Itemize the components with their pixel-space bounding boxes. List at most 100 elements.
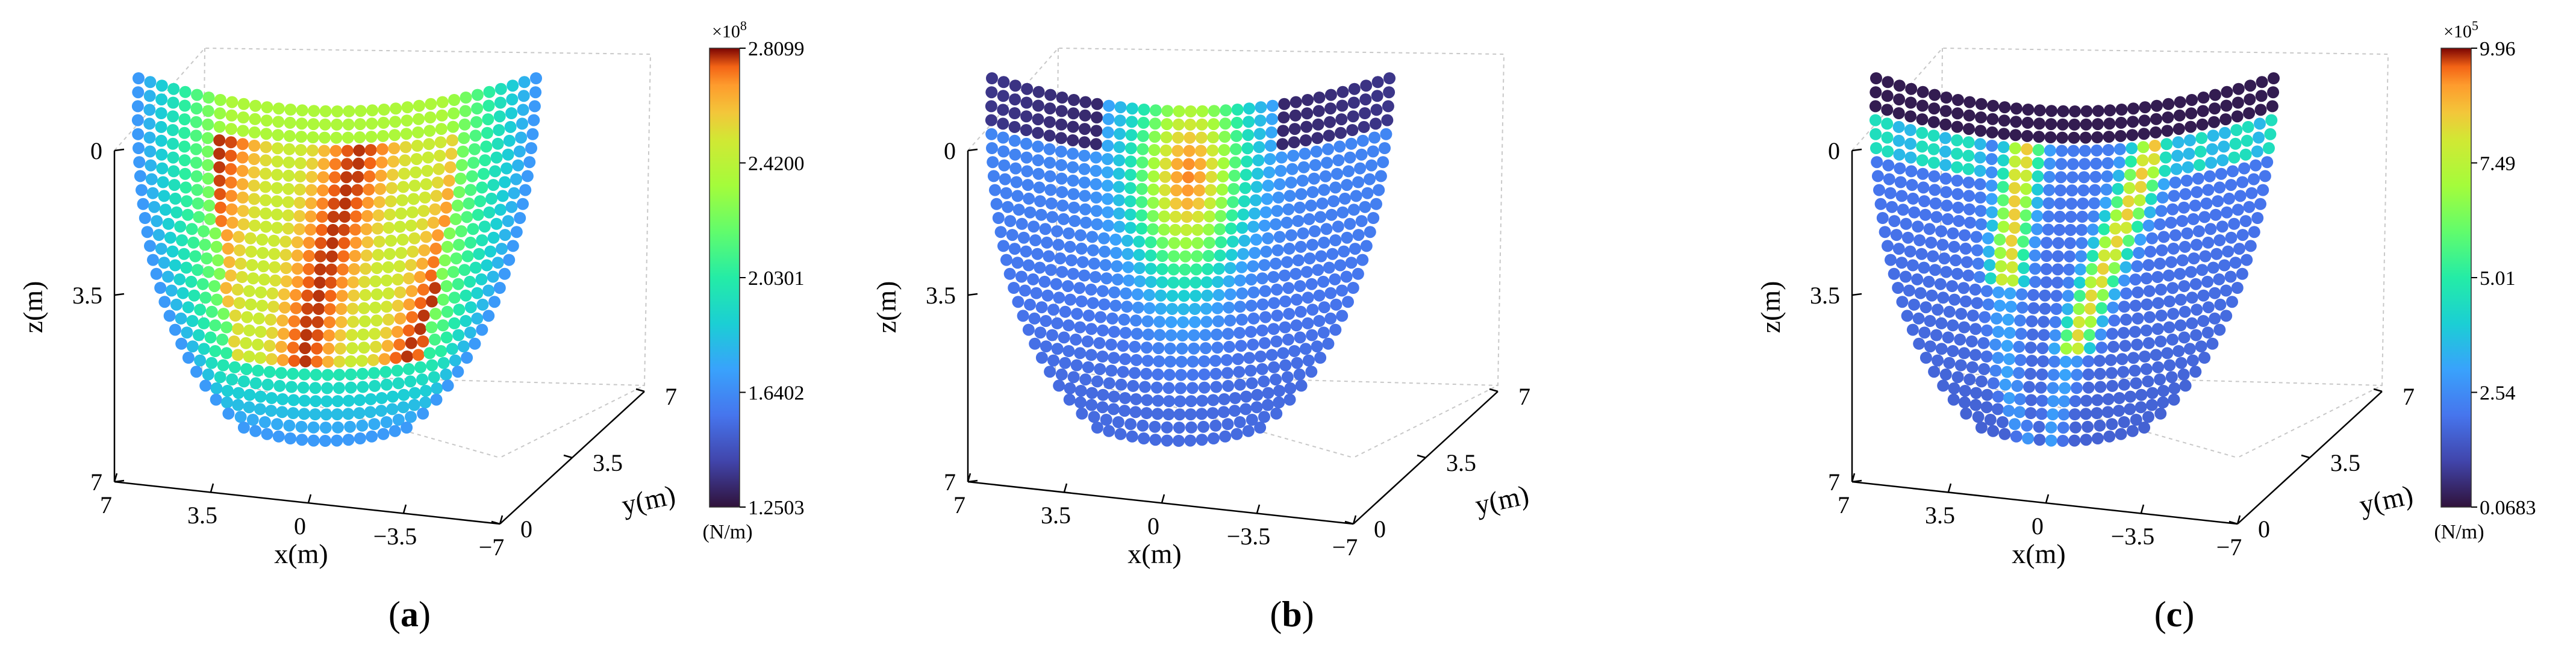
scatter-point: [1235, 340, 1247, 352]
scatter-point: [1218, 144, 1230, 157]
scatter-point: [217, 359, 229, 372]
scatter-point: [1904, 151, 1917, 164]
scatter-point: [1109, 233, 1122, 246]
scatter-point: [481, 259, 493, 272]
scatter-point: [1223, 301, 1235, 314]
scatter-point: [2255, 90, 2268, 102]
scatter-point: [1256, 272, 1268, 285]
scatter-point: [284, 104, 297, 116]
scatter-point: [1136, 156, 1149, 169]
scatter-point: [414, 297, 427, 310]
scatter-point: [2097, 288, 2109, 301]
scatter-point: [2148, 140, 2161, 152]
scatter-point: [1272, 192, 1285, 204]
scatter-point: [1929, 89, 1941, 101]
scatter-point: [155, 120, 167, 133]
scatter-point: [1200, 302, 1212, 315]
scatter-point: [1271, 283, 1283, 296]
scatter-point: [1941, 213, 1954, 225]
scatter-point: [1870, 72, 1882, 84]
scatter-point: [2115, 428, 2127, 440]
scatter-point: [299, 342, 311, 355]
scatter-point: [175, 337, 188, 350]
scatter-point: [1253, 128, 1266, 140]
scatter-point: [2175, 357, 2188, 369]
scatter-point: [1055, 172, 1068, 185]
scatter-point: [2169, 229, 2181, 241]
scatter-point: [1132, 301, 1144, 314]
scatter-point: [512, 159, 525, 172]
scatter-point: [1177, 290, 1190, 302]
scatter-point: [237, 218, 250, 231]
scatter-point: [2238, 162, 2251, 175]
scatter-point: [1347, 96, 1360, 109]
scatter-point: [2163, 295, 2176, 308]
scatter-point: [2254, 198, 2266, 210]
scatter-point: [1067, 94, 1080, 106]
scatter-point: [303, 237, 316, 249]
scatter-point: [1098, 298, 1111, 311]
scatter-point: [349, 223, 361, 236]
scatter-point: [236, 151, 249, 164]
scatter-point: [1038, 275, 1051, 288]
scatter-point: [1262, 387, 1274, 399]
scatter-point: [1059, 305, 1071, 318]
scatter-point: [1292, 254, 1305, 267]
scatter-point: [2157, 231, 2170, 243]
scatter-point: [318, 145, 331, 157]
scatter-point: [328, 198, 340, 210]
scatter-point: [233, 297, 246, 310]
scatter-point: [249, 99, 262, 112]
scatter-point: [1162, 408, 1175, 420]
scatter-point: [2057, 435, 2069, 447]
scatter-point: [1940, 266, 1953, 278]
scatter-point: [368, 367, 380, 379]
scatter-point: [1334, 259, 1347, 272]
scatter-point: [1165, 316, 1177, 328]
scatter-point: [1149, 117, 1161, 130]
scatter-point: [1170, 198, 1182, 210]
scatter-point: [1278, 98, 1291, 110]
scatter-point: [1900, 270, 1912, 283]
scatter-point: [1144, 249, 1157, 262]
scatter-point: [1247, 260, 1259, 273]
scatter-point: [2194, 145, 2207, 158]
scatter-point: [494, 204, 507, 216]
scatter-point: [330, 131, 343, 144]
scatter-point: [1221, 367, 1233, 379]
scatter-point: [1331, 167, 1343, 180]
scatter-point: [214, 94, 226, 106]
scatter-point: [416, 257, 429, 270]
scatter-point: [2171, 149, 2184, 162]
scatter-point: [190, 116, 202, 128]
scatter-point: [2207, 129, 2219, 142]
scatter-point: [190, 170, 203, 182]
scatter-point: [1986, 140, 1998, 152]
scatter-point: [2059, 382, 2071, 394]
scatter-point: [1126, 102, 1138, 115]
scatter-point: [1003, 267, 1016, 280]
scatter-point: [1211, 341, 1224, 354]
colorbar-tick-label: 2.8099: [748, 38, 805, 60]
scatter-point: [1930, 211, 1943, 223]
scatter-point: [2003, 353, 2016, 366]
x-tick: [499, 515, 504, 525]
scatter-point: [440, 331, 453, 344]
scatter-point: [1129, 340, 1141, 353]
scatter-point: [1983, 245, 1995, 258]
scatter-point: [1278, 269, 1291, 282]
scatter-point: [1355, 148, 1368, 161]
scatter-point: [310, 369, 322, 381]
scatter-point: [317, 184, 329, 197]
colorbar-tick-label: 7.49: [2480, 153, 2516, 175]
scatter-point: [2135, 388, 2148, 401]
scatter-point: [1082, 310, 1095, 322]
scatter-point: [233, 244, 246, 257]
scatter-point: [478, 167, 490, 180]
scatter-point: [1283, 190, 1296, 202]
scatter-point: [986, 142, 998, 154]
scatter-point: [1055, 159, 1068, 172]
scatter-point: [2245, 187, 2258, 199]
scatter-point: [1233, 378, 1246, 391]
